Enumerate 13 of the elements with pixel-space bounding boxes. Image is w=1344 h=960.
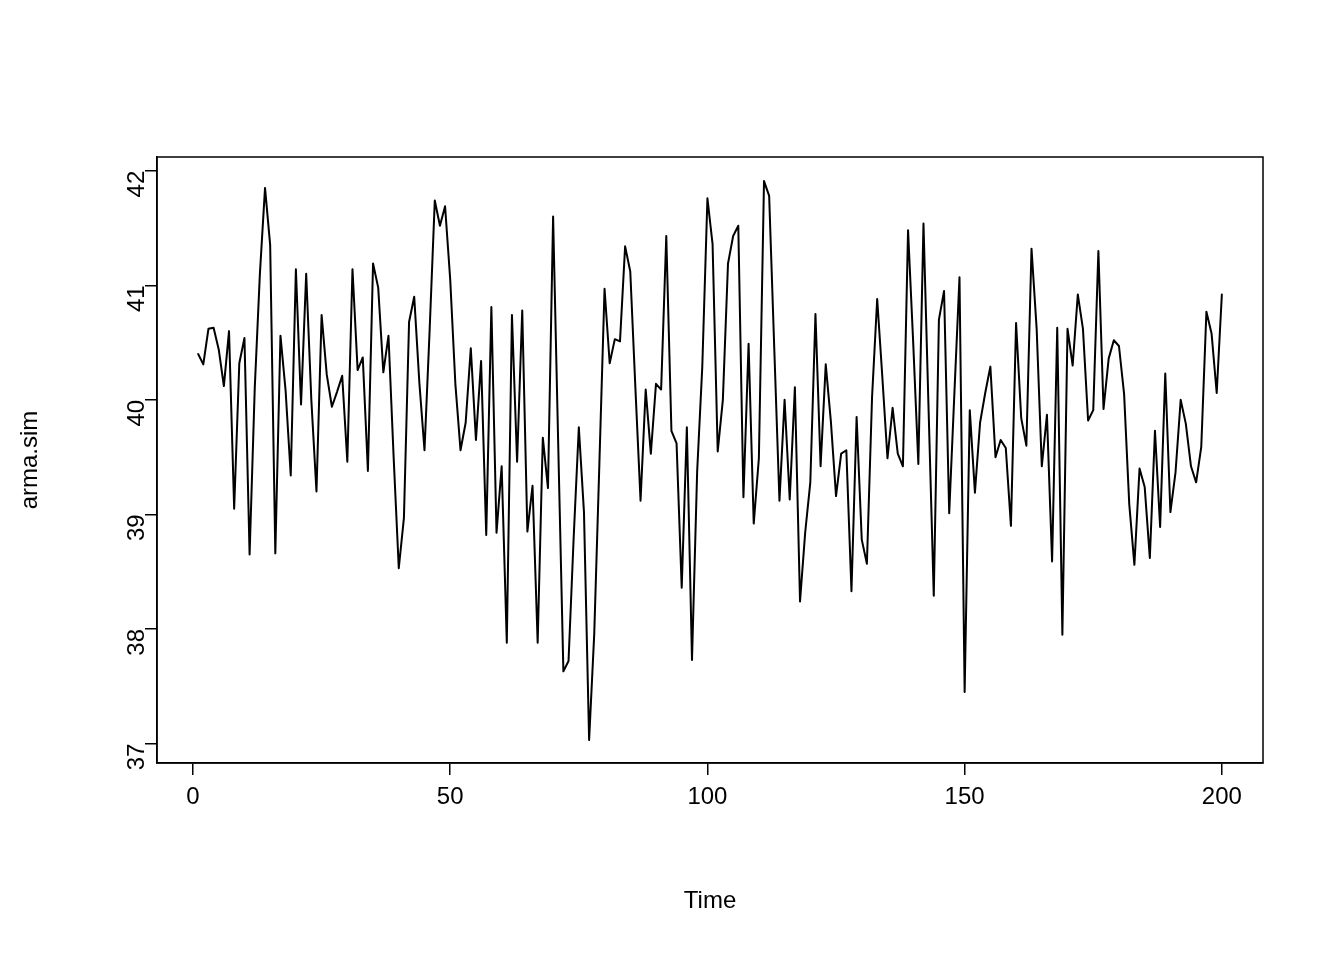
y-tick-label: 38 <box>121 628 149 656</box>
x-tick-label: 100 <box>687 782 728 810</box>
x-tick-label: 200 <box>1201 782 1242 810</box>
y-tick-label: 41 <box>121 285 149 313</box>
y-axis-title: arma.sim <box>15 410 43 510</box>
y-tick-label: 37 <box>121 743 149 771</box>
x-tick-label: 0 <box>186 782 200 810</box>
y-tick-label: 40 <box>121 399 149 427</box>
y-tick-label: 42 <box>121 170 149 198</box>
x-tick-label: 50 <box>436 782 464 810</box>
x-axis-title: Time <box>683 886 737 914</box>
x-tick-label: 150 <box>944 782 985 810</box>
y-tick-label: 39 <box>121 514 149 542</box>
